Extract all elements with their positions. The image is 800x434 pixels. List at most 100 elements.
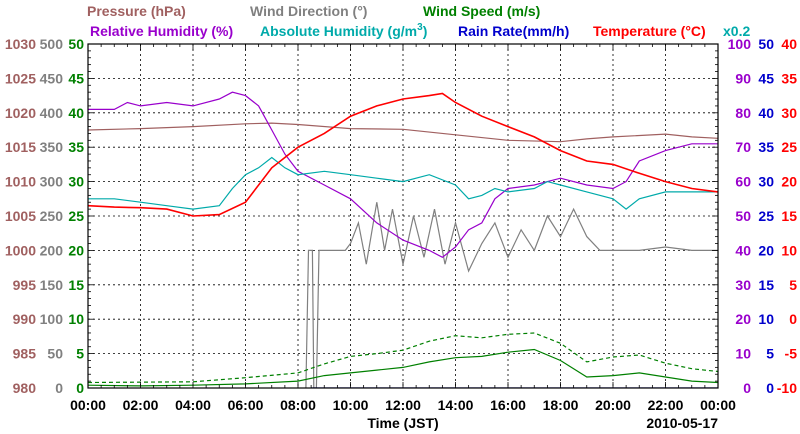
temperature-tick-label: 40 [781, 36, 797, 52]
series-absolute-humidity-x0-2 [88, 156, 718, 210]
rain_rate-tick-label: 45 [758, 70, 774, 86]
rain_rate-tick-label: 10 [758, 311, 774, 327]
rain_rate-tick-label: 30 [758, 174, 774, 190]
x-tick-label: 06:00 [228, 397, 264, 413]
rain_rate-tick-label: 25 [758, 208, 774, 224]
wind_direction-tick-label: 400 [40, 105, 64, 121]
wind_speed-tick-label: 45 [68, 70, 84, 86]
series-wind-speed-gust [88, 332, 718, 384]
relative_humidity-tick-label: 90 [735, 70, 751, 86]
relative_humidity-tick-label: 50 [735, 208, 751, 224]
relative_humidity-tick-label: 30 [735, 277, 751, 293]
relative_humidity-tick-label: 60 [735, 174, 751, 190]
temperature-tick-label: 25 [781, 139, 797, 155]
wind_speed-tick-label: 25 [68, 208, 84, 224]
x-tick-label: 16:00 [490, 397, 526, 413]
pressure-tick-label: 980 [13, 380, 37, 396]
rain_rate-tick-label: 15 [758, 277, 774, 293]
x-tick-label: 04:00 [175, 397, 211, 413]
rain_rate-tick-label: 40 [758, 105, 774, 121]
x-tick-label: 12:00 [385, 397, 421, 413]
legend: Pressure (hPa) Wind Direction (°) Wind Spe… [87, 3, 750, 39]
x-tick-label: 00:00 [70, 397, 106, 413]
temperature-tick-label: 35 [781, 70, 797, 86]
wind_speed-tick-label: 5 [76, 346, 84, 362]
series-wind-speed-mean [88, 348, 718, 387]
x-tick-label: 22:00 [648, 397, 684, 413]
temperature-tick-label: 10 [781, 242, 797, 258]
wind_direction-tick-label: 0 [55, 380, 63, 396]
x-tick-label: 18:00 [543, 397, 579, 413]
pressure-tick-label: 1030 [5, 36, 36, 52]
wind_speed-tick-label: 15 [68, 277, 84, 293]
x-tick-label: 14:00 [438, 397, 474, 413]
series-relative-humidity [88, 91, 718, 259]
x-axis-label: Time (JST) [367, 415, 438, 431]
wind_direction-tick-label: 500 [40, 36, 64, 52]
pressure-tick-label: 1010 [5, 174, 36, 190]
series-layer [88, 91, 718, 388]
wind_direction-tick-label: 250 [40, 208, 64, 224]
wind_direction-tick-label: 350 [40, 139, 64, 155]
relative_humidity-tick-label: 40 [735, 242, 751, 258]
series-pressure [88, 122, 718, 143]
x-tick-label: 20:00 [595, 397, 631, 413]
legend-entry: x0.2 [723, 23, 750, 39]
relative_humidity-tick-label: 80 [735, 105, 751, 121]
relative_humidity-tick-label: 10 [735, 346, 751, 362]
rain_rate-tick-label: 0 [766, 380, 774, 396]
legend-entry: Temperature (°C) [593, 23, 706, 39]
pressure-tick-label: 1000 [5, 242, 36, 258]
pressure-tick-label: 995 [13, 277, 37, 293]
legend-entry: Absolute Humidity (g/m3) [260, 22, 427, 39]
rain_rate-tick-label: 20 [758, 242, 774, 258]
wind_direction-tick-label: 100 [40, 311, 64, 327]
legend-entry: Rain Rate(mm/h) [458, 23, 569, 39]
axis-ticks: 9809859909951000100510101015102010251030… [5, 36, 797, 413]
legend-entry: Relative Humidity (%) [90, 23, 233, 39]
relative_humidity-tick-label: 100 [728, 36, 752, 52]
temperature-tick-label: 5 [789, 277, 797, 293]
x-tick-label: 10:00 [333, 397, 369, 413]
legend-entry: Wind Speed (m/s) [423, 3, 540, 19]
date-label: 2010-05-17 [646, 415, 718, 431]
series-wind-direction [305, 202, 718, 388]
pressure-tick-label: 1025 [5, 70, 36, 86]
temperature-tick-label: -10 [777, 380, 797, 396]
wind_speed-tick-label: 35 [68, 139, 84, 155]
x-tick-label: 08:00 [280, 397, 316, 413]
wind_direction-tick-label: 450 [40, 70, 64, 86]
rain_rate-tick-label: 5 [766, 346, 774, 362]
wind_direction-tick-label: 300 [40, 174, 64, 190]
temperature-tick-label: -5 [785, 346, 798, 362]
grid [88, 44, 718, 388]
wind_speed-tick-label: 20 [68, 242, 84, 258]
wind_direction-tick-label: 200 [40, 242, 64, 258]
legend-entry: Wind Direction (°) [250, 3, 367, 19]
wind_speed-tick-label: 30 [68, 174, 84, 190]
wind_speed-tick-label: 50 [68, 36, 84, 52]
wind_direction-tick-label: 150 [40, 277, 64, 293]
pressure-tick-label: 1005 [5, 208, 36, 224]
wind_speed-tick-label: 40 [68, 105, 84, 121]
pressure-tick-label: 985 [13, 346, 37, 362]
temperature-tick-label: 20 [781, 174, 797, 190]
wind_direction-tick-label: 50 [47, 346, 63, 362]
x-tick-label: 02:00 [123, 397, 159, 413]
pressure-tick-label: 1015 [5, 139, 36, 155]
pressure-tick-label: 1020 [5, 105, 36, 121]
rain_rate-tick-label: 35 [758, 139, 774, 155]
relative_humidity-tick-label: 0 [743, 380, 751, 396]
series-temperature [88, 92, 718, 217]
legend-entry: Pressure (hPa) [87, 3, 186, 19]
pressure-tick-label: 990 [13, 311, 37, 327]
temperature-tick-label: 15 [781, 208, 797, 224]
temperature-tick-label: 0 [789, 311, 797, 327]
wind_speed-tick-label: 10 [68, 311, 84, 327]
temperature-tick-label: 30 [781, 105, 797, 121]
rain_rate-tick-label: 50 [758, 36, 774, 52]
x-tick-label: 00:00 [700, 397, 736, 413]
relative_humidity-tick-label: 70 [735, 139, 751, 155]
wind_speed-tick-label: 0 [76, 380, 84, 396]
